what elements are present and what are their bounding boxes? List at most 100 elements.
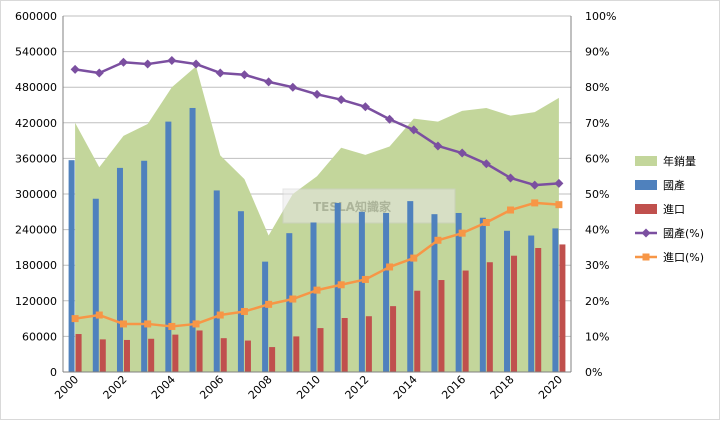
- y-right-tick-label: 0%: [585, 366, 602, 379]
- bar-進口: [172, 334, 179, 372]
- y-left-tick-label: 480000: [15, 81, 57, 94]
- point-國產(%): [360, 102, 370, 112]
- y-right-tick-label: 10%: [585, 330, 609, 343]
- bar-國產: [165, 121, 172, 372]
- legend-label: 進口(%): [663, 251, 704, 264]
- point-國產(%): [312, 89, 322, 99]
- point-國產(%): [264, 77, 274, 87]
- y-right-tick-label: 50%: [585, 188, 609, 201]
- y-right-tick-label: 70%: [585, 117, 609, 130]
- point-國產(%): [191, 59, 201, 69]
- bar-國產: [358, 211, 365, 372]
- bar-進口: [486, 262, 493, 372]
- point-國產(%): [143, 59, 153, 69]
- y-left-tick-label: 360000: [15, 152, 57, 165]
- point-國產(%): [409, 125, 419, 135]
- bar-進口: [196, 330, 203, 372]
- watermark-text: TESLA知識家: [313, 199, 392, 214]
- bar-進口: [511, 255, 518, 372]
- point-國產(%): [385, 114, 395, 124]
- point-進口(%): [482, 218, 490, 226]
- bar-國產: [286, 233, 293, 372]
- point-國產(%): [167, 56, 177, 65]
- point-國產(%): [457, 148, 467, 158]
- bar-series: [68, 107, 566, 372]
- watermark: TESLA知識家: [282, 188, 456, 224]
- point-國產(%): [554, 178, 564, 188]
- legend-label: 年銷量: [663, 154, 696, 168]
- bar-進口: [365, 316, 372, 372]
- point-進口(%): [386, 263, 394, 271]
- y-left-tick-label: 240000: [15, 224, 57, 237]
- bar-國產: [552, 228, 559, 372]
- legend-item: 國產(%): [635, 226, 704, 240]
- y-right-tick-label: 40%: [585, 224, 609, 237]
- y-left-tick-label: 300000: [15, 188, 57, 201]
- bar-進口: [123, 339, 130, 372]
- x-tick-label: 2018: [488, 373, 517, 402]
- bar-進口: [438, 280, 445, 372]
- point-進口(%): [192, 320, 200, 328]
- point-國產(%): [433, 141, 443, 151]
- y-right-tick-label: 30%: [585, 259, 609, 272]
- bar-國產: [455, 212, 462, 372]
- point-進口(%): [337, 281, 345, 289]
- point-進口(%): [313, 286, 321, 294]
- point-進口(%): [144, 320, 152, 328]
- point-國產(%): [215, 68, 225, 78]
- point-進口(%): [289, 295, 297, 303]
- x-tick-label: 2008: [246, 373, 275, 402]
- y-left-tick-label: 600000: [15, 10, 57, 23]
- line-series: [70, 56, 564, 330]
- point-進口(%): [458, 229, 466, 237]
- bar-國產: [262, 261, 269, 372]
- y-left-tick-label: 540000: [15, 46, 57, 59]
- x-tick-label: 2012: [343, 373, 372, 402]
- bar-進口: [293, 336, 300, 372]
- bar-國產: [116, 167, 123, 372]
- legend-item: 進口(%): [635, 251, 704, 264]
- x-tick-label: 2010: [294, 373, 323, 402]
- point-進口(%): [265, 300, 273, 308]
- legend-swatch: [635, 156, 657, 166]
- bar-國產: [213, 190, 220, 372]
- point-進口(%): [507, 206, 515, 214]
- bar-進口: [317, 328, 324, 372]
- x-tick-label: 2016: [439, 373, 468, 402]
- y-right-tick-label: 20%: [585, 295, 609, 308]
- y-right-tick-label: 100%: [585, 10, 616, 23]
- legend-marker: [641, 228, 651, 238]
- bar-進口: [75, 334, 82, 372]
- legend-item: 進口: [635, 203, 685, 216]
- point-進口(%): [168, 322, 176, 330]
- point-進口(%): [434, 236, 442, 244]
- bar-進口: [462, 270, 469, 372]
- point-國產(%): [481, 159, 491, 169]
- point-國產(%): [506, 173, 516, 183]
- bar-進口: [269, 347, 276, 372]
- y-left-tick-label: 120000: [15, 295, 57, 308]
- point-進口(%): [555, 201, 563, 209]
- bar-進口: [390, 306, 397, 372]
- bar-國產: [189, 107, 196, 372]
- point-進口(%): [95, 311, 103, 319]
- y-left-tick-label: 180000: [15, 259, 57, 272]
- x-tick-label: 2004: [149, 373, 178, 402]
- point-國產(%): [70, 64, 80, 74]
- y-right-tick-label: 60%: [585, 152, 609, 165]
- bar-國產: [237, 211, 244, 372]
- bar-進口: [99, 339, 106, 372]
- bar-國產: [68, 160, 75, 372]
- watermark-box: [282, 188, 456, 224]
- point-進口(%): [531, 199, 539, 207]
- point-國產(%): [288, 82, 298, 92]
- point-國產(%): [239, 70, 249, 80]
- y-right-tick-label: 90%: [585, 46, 609, 59]
- point-進口(%): [216, 311, 224, 319]
- legend-swatch: [635, 204, 657, 214]
- bar-國產: [528, 235, 535, 372]
- y-left-tick-label: 420000: [15, 117, 57, 130]
- y-right-tick-label: 80%: [585, 81, 609, 94]
